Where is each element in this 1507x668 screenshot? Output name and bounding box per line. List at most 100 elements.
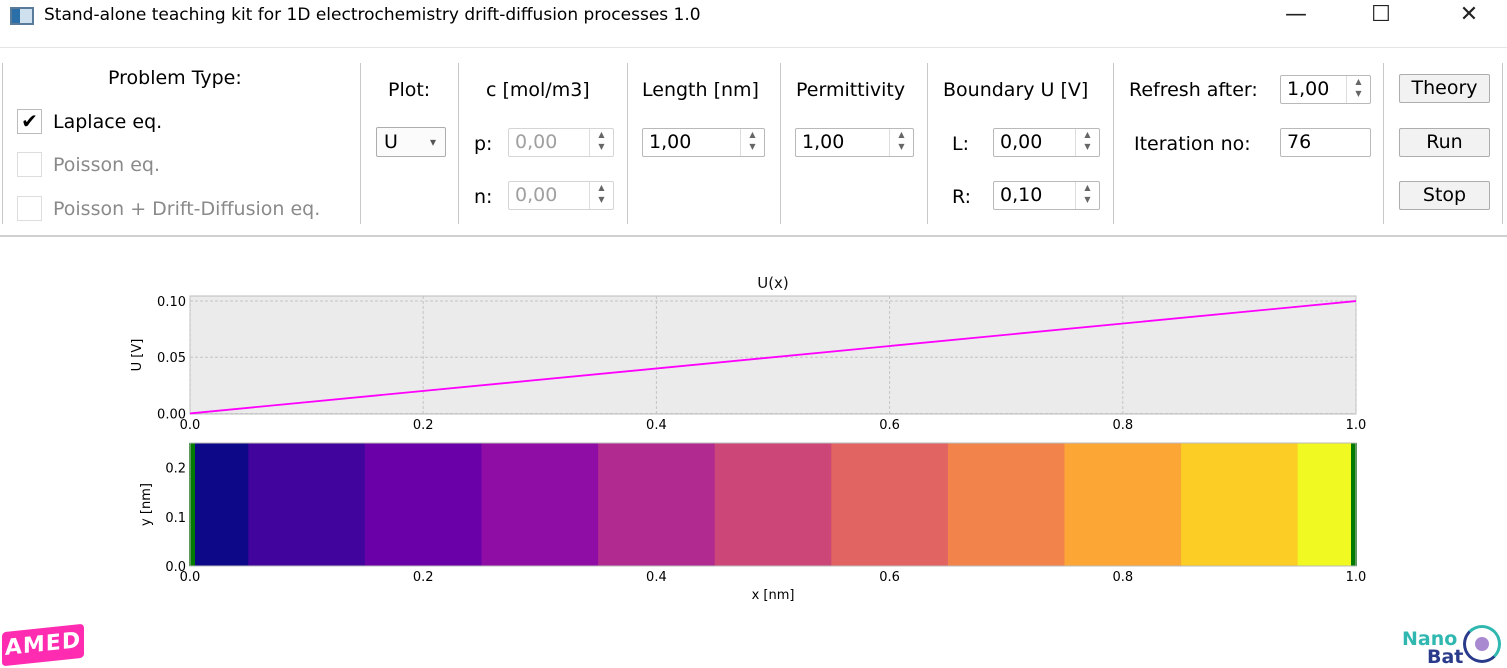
heatmap-cell xyxy=(1297,443,1357,566)
divider xyxy=(2,63,3,224)
plot-select-value: U xyxy=(384,131,398,153)
heatmap-cell xyxy=(714,443,832,566)
y-axis-label: y [nm] xyxy=(139,483,154,526)
problem-type-label: Problem Type: xyxy=(108,67,242,89)
poisson-checkbox[interactable] xyxy=(17,152,42,177)
app-icon xyxy=(10,7,34,25)
y-tick-label: 0.05 xyxy=(157,351,186,366)
divider xyxy=(1502,63,1503,224)
minimize-button[interactable]: — xyxy=(1285,2,1307,27)
spin-arrows-icon[interactable]: ▲ ▼ xyxy=(589,129,613,156)
divider xyxy=(1113,63,1114,224)
n-concentration-input[interactable]: 0,00 ▲ ▼ xyxy=(508,181,614,210)
x-tick-label: 0.4 xyxy=(646,418,667,433)
x-tick-label: 0.6 xyxy=(879,570,900,585)
nanobat-logo-text-1: Nano xyxy=(1402,628,1458,650)
permittivity-value: 1,00 xyxy=(802,131,845,153)
x-axis-label: x [nm] xyxy=(752,588,795,603)
theory-button[interactable]: Theory xyxy=(1399,74,1490,103)
poisson-drift-diffusion-checkbox[interactable] xyxy=(17,196,42,221)
heatmap-cell xyxy=(190,443,249,566)
right-electrode xyxy=(1351,443,1357,566)
x-tick-label: 0.6 xyxy=(879,418,900,433)
y-tick-label: 0.1 xyxy=(165,511,186,526)
heatmap-cell xyxy=(831,443,949,566)
chart-area: U(x) 0.0 0.2 0.4 0.6 0.8 1.0 0.00 0.05 0.10 U [V] 0… xyxy=(130,274,1367,603)
length-label: Length [nm] xyxy=(642,79,759,101)
poisson-label: Poisson eq. xyxy=(53,154,160,176)
spin-arrows-icon[interactable]: ▲ ▼ xyxy=(589,182,613,209)
nanobat-logo-text-2: Bat xyxy=(1427,646,1464,668)
heatmap-cell xyxy=(481,443,599,566)
heatmap-cell xyxy=(248,443,366,566)
p-concentration-input[interactable]: 0,00 ▲ ▼ xyxy=(508,128,614,157)
refresh-value: 1,00 xyxy=(1287,78,1330,100)
y-tick-label: 0.00 xyxy=(157,407,186,422)
divider xyxy=(927,63,928,224)
divider xyxy=(627,63,628,224)
spin-arrows-icon[interactable]: ▲ ▼ xyxy=(1075,182,1099,209)
iteration-display: 76 xyxy=(1280,128,1371,157)
heatmap-cell xyxy=(1181,443,1299,566)
x-tick-label: 0.4 xyxy=(646,570,667,585)
spin-arrows-icon[interactable]: ▲ ▼ xyxy=(1346,76,1370,103)
run-button[interactable]: Run xyxy=(1399,128,1490,157)
y-tick-label: 0.2 xyxy=(165,462,186,477)
amed-logo: AMED xyxy=(2,623,84,667)
x-tick-label: 1.0 xyxy=(1346,570,1367,585)
boundary-r-value: 0,10 xyxy=(1000,184,1043,206)
length-value: 1,00 xyxy=(649,131,692,153)
boundary-r-label: R: xyxy=(952,186,972,208)
permittivity-label: Permittivity xyxy=(796,79,906,101)
x-tick-label: 0.2 xyxy=(413,570,434,585)
spin-arrows-icon[interactable]: ▲ ▼ xyxy=(740,129,764,156)
y-tick-label: 0.10 xyxy=(157,295,186,310)
maximize-button[interactable]: ☐ xyxy=(1371,2,1391,27)
laplace-checkbox[interactable]: ✔ xyxy=(17,109,42,134)
boundary-r-input[interactable]: 0,10 ▲ ▼ xyxy=(993,181,1100,210)
title-divider xyxy=(0,47,1507,48)
divider xyxy=(360,63,361,224)
boundary-l-label: L: xyxy=(952,133,969,155)
spin-arrows-icon[interactable]: ▲ ▼ xyxy=(1075,129,1099,156)
concentration-label: c [mol/m3] xyxy=(486,79,590,101)
y-tick-label: 0.0 xyxy=(165,560,186,575)
x-tick-label: 0.8 xyxy=(1112,570,1133,585)
boundary-l-input[interactable]: 0,00 ▲ ▼ xyxy=(993,128,1100,157)
divider xyxy=(780,63,781,224)
p-label: p: xyxy=(474,133,493,155)
iteration-value: 76 xyxy=(1287,131,1312,153)
x-tick-label: 1.0 xyxy=(1346,418,1367,433)
chevron-down-icon: ▾ xyxy=(429,135,436,149)
n-value: 0,00 xyxy=(515,184,558,206)
n-label: n: xyxy=(474,186,493,208)
refresh-label: Refresh after: xyxy=(1129,79,1258,101)
p-value: 0,00 xyxy=(515,131,558,153)
divider xyxy=(1383,63,1384,224)
iteration-label: Iteration no: xyxy=(1134,133,1251,155)
boundary-label: Boundary U [V] xyxy=(943,79,1089,101)
left-electrode xyxy=(189,443,195,566)
x-tick-label: 0.0 xyxy=(180,418,201,433)
spin-arrows-icon[interactable]: ▲ ▼ xyxy=(889,129,913,156)
permittivity-input[interactable]: 1,00 ▲ ▼ xyxy=(795,128,914,157)
divider xyxy=(458,63,459,224)
plot-label: Plot: xyxy=(388,79,431,101)
x-tick-label: 0.2 xyxy=(413,418,434,433)
x-tick-label: 0.8 xyxy=(1112,418,1133,433)
plot-select[interactable]: U ▾ xyxy=(376,127,446,157)
close-button[interactable]: ✕ xyxy=(1459,2,1479,27)
nanobat-logo-icon xyxy=(1463,625,1501,663)
boundary-l-value: 0,00 xyxy=(1000,131,1043,153)
heatmap-cell xyxy=(1064,443,1182,566)
stop-button[interactable]: Stop xyxy=(1399,181,1490,210)
refresh-input[interactable]: 1,00 ▲ ▼ xyxy=(1280,75,1371,104)
toolbar-divider xyxy=(0,235,1507,237)
y-axis-label: U [V] xyxy=(130,339,145,372)
x-tick-label: 0.0 xyxy=(180,570,201,585)
length-input[interactable]: 1,00 ▲ ▼ xyxy=(642,128,765,157)
series-line-U xyxy=(189,300,1357,415)
heatmap-cell xyxy=(364,443,482,566)
heatmap-frame xyxy=(189,442,1357,567)
chart-title: U(x) xyxy=(757,274,789,292)
